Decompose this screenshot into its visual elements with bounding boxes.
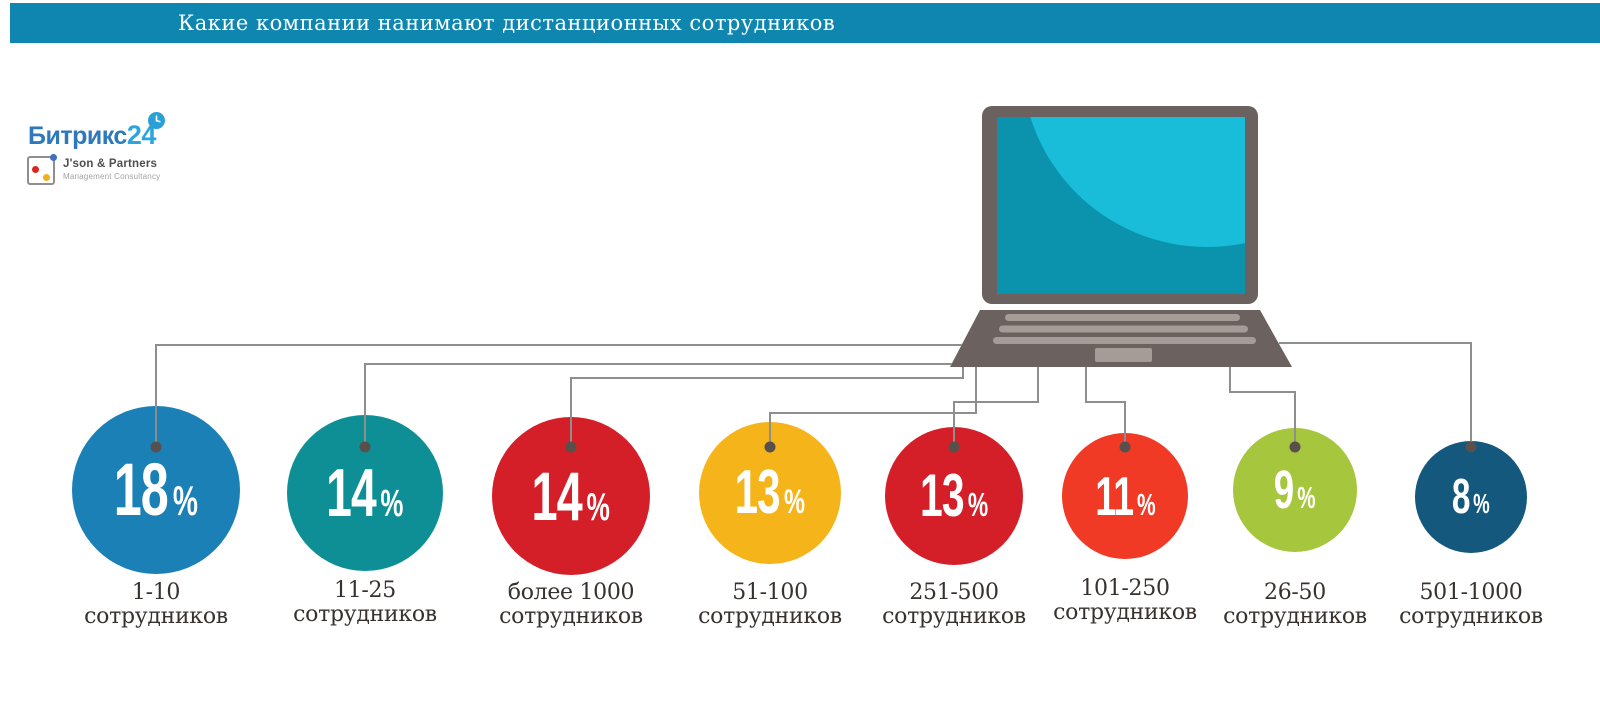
bubble-value-group: 11%	[1094, 464, 1156, 527]
label-word: сотрудников	[1053, 600, 1197, 625]
json-partners-name: J'son & Partners	[63, 158, 158, 170]
blue-dot-icon	[50, 154, 57, 161]
bubble-value: 14	[531, 457, 583, 535]
label-range: 101-250	[1080, 576, 1170, 601]
percentage-bubble: 14%	[492, 417, 650, 575]
bubble-value: 14	[326, 455, 377, 531]
bubble-percent-sign: %	[172, 477, 199, 524]
header-bar: Какие компании нанимают дистанционных со…	[10, 3, 1600, 43]
bubble-value-group: 14%	[532, 462, 610, 531]
bitrix24-logo: Битрикс24	[28, 112, 165, 153]
bubble-label: более 1000 сотрудников	[456, 581, 686, 629]
percentage-bubble: 18%	[72, 406, 240, 574]
bubble-label: 26-50 сотрудников	[1180, 581, 1410, 629]
bubble-value-group: 8%	[1452, 469, 1490, 524]
json-partners-text: J'son & Partners Management Consultancy	[63, 156, 160, 181]
percentage-bubble: 11%	[1062, 433, 1188, 559]
json-partners-icon	[27, 154, 57, 185]
bubble-label: 51-100 сотрудников	[655, 581, 885, 629]
bubble-value: 13	[919, 462, 965, 529]
label-range: 501-1000	[1419, 580, 1523, 605]
page-title: Какие компании нанимают дистанционных со…	[178, 11, 836, 35]
bubble-value: 11	[1094, 464, 1134, 527]
bubble-percent-sign: %	[1136, 486, 1156, 522]
clock-icon	[148, 112, 165, 129]
bubble-percent-sign: %	[1473, 487, 1490, 519]
percentage-bubble: 8%	[1415, 441, 1527, 553]
percentage-bubble: 14%	[287, 415, 443, 571]
label-range: более 1000	[507, 580, 635, 605]
bubble-value: 8	[1452, 469, 1471, 524]
bubble-label: 101-250 сотрудников	[1010, 577, 1240, 625]
bitrix-logo-text-primary: Битрикс	[28, 122, 127, 150]
json-partners-logo: J'son & Partners Management Consultancy	[27, 154, 160, 185]
yellow-dot-icon	[43, 174, 50, 181]
bubble-label: 501-1000 сотрудников	[1356, 581, 1586, 629]
bubble-value: 18	[113, 448, 169, 531]
label-word: сотрудников	[1399, 604, 1543, 629]
label-word: сотрудников	[1223, 604, 1367, 629]
bubble-percent-sign: %	[784, 483, 806, 521]
red-dot-icon	[32, 166, 39, 173]
bubble-value-group: 13%	[735, 462, 805, 524]
label-range: 251-500	[909, 580, 999, 605]
percentage-bubble: 9%	[1233, 428, 1357, 552]
percentage-bubble: 13%	[699, 422, 841, 564]
bubble-value-group: 13%	[920, 466, 988, 526]
label-range: 1-10	[131, 580, 181, 605]
bubble-percent-sign: %	[586, 485, 611, 529]
bubble-percent-sign: %	[1297, 482, 1316, 515]
label-range: 11-25	[334, 578, 396, 603]
bubble-value-group: 14%	[326, 459, 403, 527]
label-word: сотрудников	[293, 602, 437, 627]
label-word: сотрудников	[882, 604, 1026, 629]
label-word: сотрудников	[698, 604, 842, 629]
json-partners-subtitle: Management Consultancy	[63, 172, 161, 181]
bubble-label: 11-25 сотрудников	[250, 579, 480, 627]
bubble-percent-sign: %	[380, 483, 404, 525]
label-word: сотрудников	[84, 604, 228, 629]
bubble-value: 13	[734, 458, 781, 527]
label-word: сотрудников	[499, 604, 643, 629]
bubble-value-group: 18%	[114, 453, 198, 527]
label-range: 51-100	[732, 580, 808, 605]
bubble-value: 9	[1274, 460, 1294, 520]
percentage-bubble: 13%	[885, 427, 1023, 565]
bubble-percent-sign: %	[967, 487, 989, 524]
bubble-value-group: 9%	[1274, 463, 1316, 517]
bubble-label: 1-10 сотрудников	[41, 581, 271, 629]
bubble-label: 251-500 сотрудников	[839, 581, 1069, 629]
label-range: 26-50	[1264, 580, 1326, 605]
